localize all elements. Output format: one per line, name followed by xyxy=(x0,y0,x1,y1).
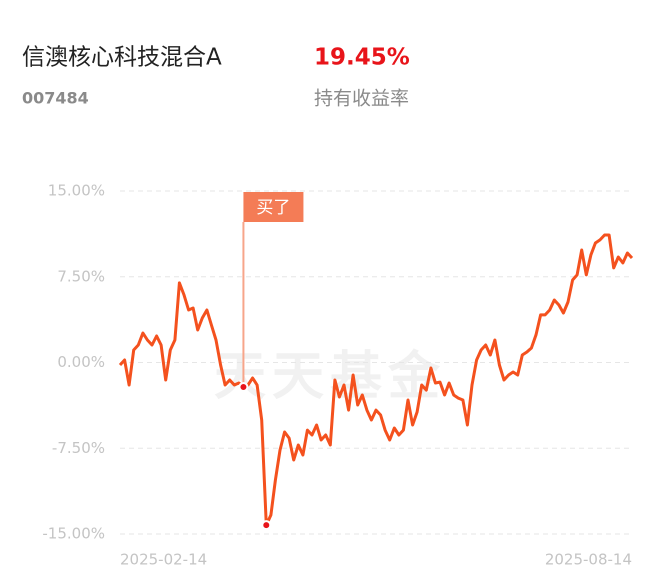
y-tick-label: 0.00% xyxy=(57,353,105,371)
holding-return-label: 持有收益率 xyxy=(314,88,409,110)
y-tick-label: 15.00% xyxy=(48,182,105,200)
min-point xyxy=(261,520,272,531)
y-tick-label: -7.50% xyxy=(52,439,105,457)
return-line xyxy=(118,233,634,527)
y-tick-label: 7.50% xyxy=(57,267,105,285)
x-tick-label: 2025-02-14 xyxy=(120,551,207,569)
fund-code: 007484 xyxy=(22,89,89,108)
watermark: 天天基金 xyxy=(214,347,446,407)
fund-name: 信澳核心科技混合A xyxy=(22,45,222,71)
buy-marker-box xyxy=(243,192,304,222)
buy-marker-label: 买了 xyxy=(256,198,290,218)
x-tick-label: 2025-08-14 xyxy=(545,551,632,569)
holding-return: 19.45% xyxy=(314,45,410,71)
y-tick-label: -15.00% xyxy=(42,525,105,543)
buy-point xyxy=(238,381,249,392)
